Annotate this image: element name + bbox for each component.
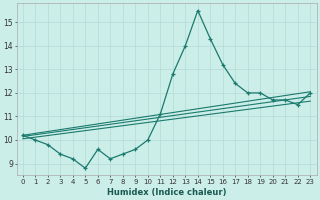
X-axis label: Humidex (Indice chaleur): Humidex (Indice chaleur) (107, 188, 226, 197)
